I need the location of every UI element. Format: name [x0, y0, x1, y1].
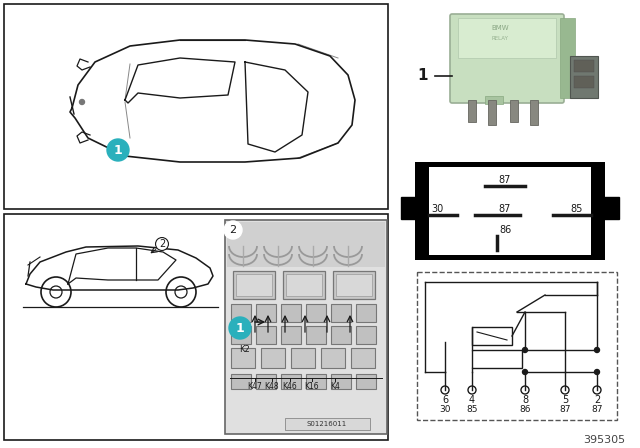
Bar [256, 374, 276, 389]
Text: 87: 87 [499, 204, 511, 214]
Bar [231, 348, 255, 368]
Bar [281, 326, 301, 344]
Bar [285, 418, 370, 430]
Bar [233, 271, 275, 299]
Circle shape [224, 221, 242, 239]
Text: K46: K46 [283, 382, 298, 391]
Text: BMW: BMW [491, 25, 509, 31]
Bar [356, 374, 376, 389]
Bar [429, 167, 591, 255]
Bar [333, 271, 375, 299]
Bar [356, 326, 376, 344]
Bar [281, 304, 301, 322]
Bar [415, 162, 605, 260]
Text: 5: 5 [562, 395, 568, 405]
Circle shape [107, 139, 129, 161]
Text: 86: 86 [499, 225, 511, 235]
Bar [488, 100, 496, 125]
Bar [225, 220, 387, 434]
Text: K4: K4 [330, 382, 340, 391]
Circle shape [522, 348, 527, 353]
Bar [560, 18, 575, 98]
Bar [417, 272, 617, 420]
Text: 2: 2 [594, 395, 600, 405]
Text: 1: 1 [114, 143, 122, 156]
Bar [331, 374, 351, 389]
Text: 2: 2 [229, 225, 237, 235]
Text: 85: 85 [467, 405, 477, 414]
Bar [283, 271, 325, 299]
Bar [306, 326, 326, 344]
Bar [356, 304, 376, 322]
Circle shape [79, 99, 84, 104]
Bar [458, 18, 556, 58]
Text: 86: 86 [519, 405, 531, 414]
Text: S01216011: S01216011 [307, 421, 347, 427]
Bar [574, 60, 594, 72]
Text: K47: K47 [248, 382, 262, 391]
Bar [472, 327, 512, 345]
Bar [231, 374, 251, 389]
Text: 2: 2 [159, 239, 165, 249]
Bar [236, 274, 272, 296]
Text: 85: 85 [571, 204, 583, 214]
Bar [485, 96, 503, 104]
Bar [4, 214, 388, 440]
Text: 30: 30 [439, 405, 451, 414]
Bar [331, 304, 351, 322]
Text: 87: 87 [591, 405, 603, 414]
Text: 87: 87 [559, 405, 571, 414]
Bar [231, 326, 251, 344]
Text: 8: 8 [522, 395, 528, 405]
Bar [331, 326, 351, 344]
Text: K2: K2 [239, 345, 250, 354]
Bar [281, 374, 301, 389]
Text: K48: K48 [265, 382, 279, 391]
Bar [468, 100, 476, 122]
Text: 4: 4 [469, 395, 475, 405]
Bar [256, 304, 276, 322]
Circle shape [595, 348, 600, 353]
Bar [351, 348, 375, 368]
Bar [336, 274, 372, 296]
Text: 6: 6 [442, 395, 448, 405]
Text: RELAY: RELAY [492, 36, 508, 41]
Bar [472, 350, 522, 368]
Bar [4, 4, 388, 209]
Text: 395305: 395305 [583, 435, 625, 445]
Bar [261, 348, 285, 368]
Text: 1: 1 [236, 322, 244, 335]
Bar [574, 76, 594, 88]
Text: 30: 30 [431, 204, 443, 214]
Bar [256, 326, 276, 344]
Bar [306, 374, 326, 389]
Bar [603, 197, 619, 219]
Text: 1: 1 [417, 69, 428, 83]
FancyBboxPatch shape [450, 14, 564, 103]
Bar [510, 100, 518, 122]
Circle shape [229, 317, 251, 339]
Bar [291, 348, 315, 368]
Bar [401, 197, 417, 219]
Bar [231, 304, 251, 322]
Bar [530, 100, 538, 125]
Circle shape [595, 370, 600, 375]
Bar [286, 274, 322, 296]
Bar [570, 56, 598, 98]
Bar [227, 222, 385, 267]
Bar [306, 304, 326, 322]
Circle shape [522, 370, 527, 375]
Text: K16: K16 [305, 382, 319, 391]
Bar [321, 348, 345, 368]
Text: 87: 87 [499, 175, 511, 185]
